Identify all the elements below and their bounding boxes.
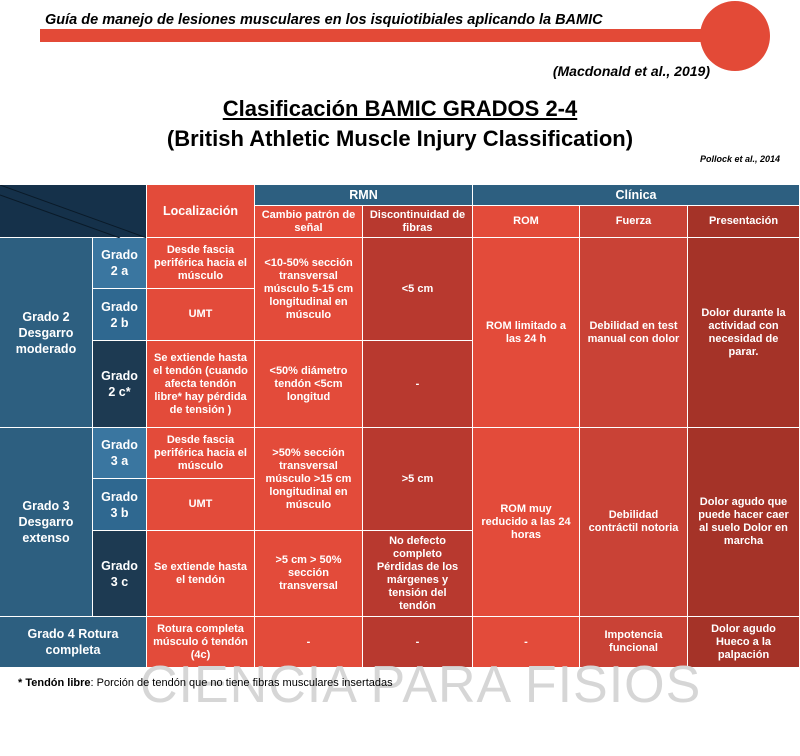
subgrade-label: Grado 3 a [93,428,147,479]
footnote: * Tendón libre: Porción de tendón que no… [18,677,393,689]
grade-label: Grado 2 Desgarro moderado [0,238,93,428]
mri-discontinuity: - [363,617,473,668]
location: Desde fascia periférica hacia el músculo [147,238,255,289]
header-presentation: Presentación [688,206,800,238]
rom: - [473,617,580,668]
corner-diagonal [0,184,146,238]
strength: Impotencia funcional [580,617,688,668]
subgrade-label: Grado 2 c* [93,341,147,428]
header-decoration [40,1,770,71]
grade-label: Grado 3 Desgarro extenso [0,428,93,617]
mri-change: >5 cm > 50% sección transversal [255,531,363,617]
source: Pollock et al., 2014 [699,154,780,164]
subgrade-label: Grado 3 c [93,531,147,617]
mri-discontinuity: >5 cm [363,428,473,531]
subgrade-label: Grado 2 a [93,238,147,289]
header-clinical: Clínica [473,185,800,206]
grade-label: Grado 4 Rotura completa [0,617,147,668]
corner-cell [0,184,147,238]
strength: Debilidad en test manual con dolor [580,238,688,428]
presentation: Dolor durante la actividad con necesidad… [688,238,800,428]
location: Se extiende hasta el tendón (cuando afec… [147,341,255,428]
mri-change: >50% sección transversal músculo >15 cm … [255,428,363,531]
strength: Debilidad contráctil notoria [580,428,688,617]
location: Se extiende hasta el tendón [147,531,255,617]
mri-discontinuity: - [363,341,473,428]
mri-change: - [255,617,363,668]
mri-change: <10-50% sección transversal músculo 5-15… [255,238,363,341]
mri-discontinuity: <5 cm [363,238,473,341]
header-rom: ROM [473,206,580,238]
subgrade-label: Grado 3 b [93,479,147,531]
header-strength: Fuerza [580,206,688,238]
subgrade-label: Grado 2 b [93,289,147,341]
location: UMT [147,289,255,341]
location: Desde fascia periférica hacia el músculo [147,428,255,479]
watermark: CIENCIA PARA FISIOS [140,656,702,714]
footnote-term: * Tendón libre [18,677,91,689]
subtitle: Guía de manejo de lesiones musculares en… [45,12,603,28]
header-location: Localización [147,185,255,238]
location: Rotura completa músculo ó tendón (4c) [147,617,255,668]
header-circle [700,1,770,71]
title: Clasificación BAMIC GRADOS 2-4 [222,96,578,121]
rom: ROM limitado a las 24 h [473,238,580,428]
header-bar [40,29,740,42]
header-mri: RMN [255,185,473,206]
header-mri-change: Cambio patrón de señal [255,206,363,238]
rom: ROM muy reducido a las 24 horas [473,428,580,617]
header-mri-discontinuity: Discontinuidad de fibras [363,206,473,238]
title-line2: (British Athletic Muscle Injury Classifi… [166,126,634,151]
presentation: Dolor agudo Hueco a la palpación [688,617,800,668]
location: UMT [147,479,255,531]
mri-change: <50% diámetro tendón <5cm longitud [255,341,363,428]
footnote-text: : Porción de tendón que no tiene fibras … [90,677,393,689]
presentation: Dolor agudo que puede hacer caer al suel… [688,428,800,617]
reference: (Macdonald et al., 2019) [552,63,710,79]
mri-discontinuity: No defecto completo Pérdidas de los márg… [363,531,473,617]
